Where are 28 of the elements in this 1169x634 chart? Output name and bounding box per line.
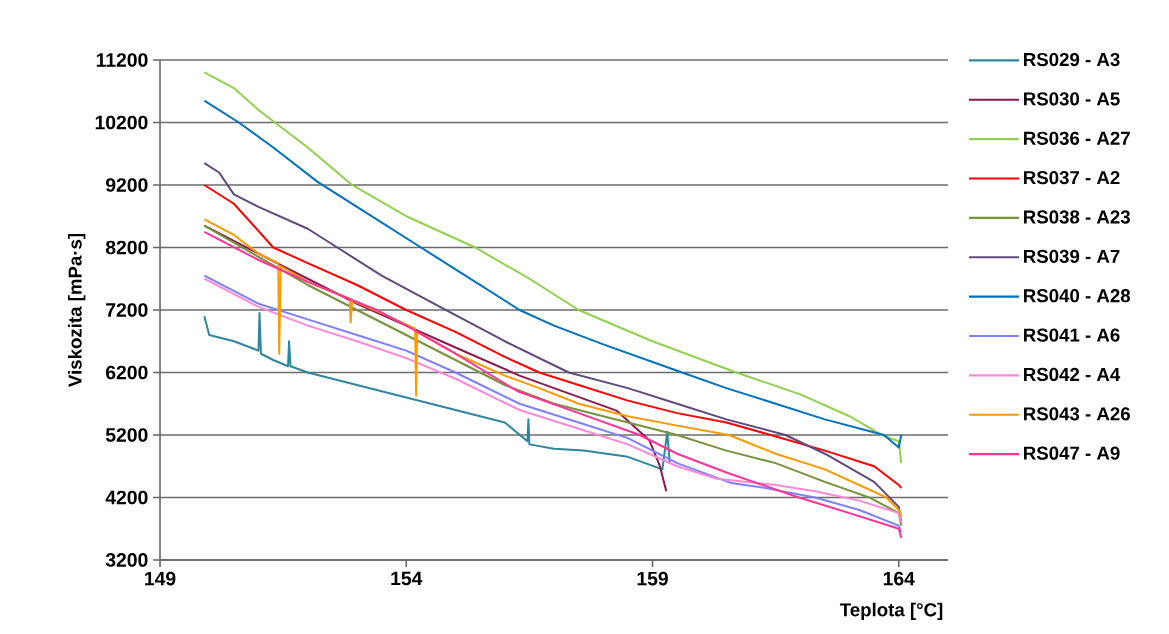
legend-label: RS029 - A3 xyxy=(1024,52,1120,67)
y-tick-label: 7200 xyxy=(106,303,148,317)
legend-label: RS030 - A5 xyxy=(1024,92,1120,106)
x-tick-label: 154 xyxy=(391,571,423,586)
legend-label: RS039 - A7 xyxy=(1024,249,1120,263)
y-tick-label: 11200 xyxy=(96,53,148,67)
x-tick-label: 149 xyxy=(145,571,176,586)
y-tick-label: 10200 xyxy=(95,115,148,130)
x-tick-label: 159 xyxy=(637,571,668,586)
y-tick-label: 5200 xyxy=(105,428,148,442)
line-series xyxy=(203,183,903,490)
y-tick-label: 3200 xyxy=(105,553,148,567)
y-axis-title: Viskozita [mPa·s] xyxy=(67,233,86,387)
y-tick-label: 6200 xyxy=(106,365,148,380)
legend-label: RS041 - A6 xyxy=(1024,328,1120,342)
legend-label: RS043 - A26 xyxy=(1024,407,1130,421)
x-axis-title: Teplota [°C] xyxy=(839,602,943,621)
legend-label: RS047 - A9 xyxy=(1024,446,1120,460)
legend-label: RS038 - A23 xyxy=(1024,210,1130,224)
x-tick-label: 164 xyxy=(883,571,915,586)
legend-label: RS037 - A2 xyxy=(1024,171,1120,185)
legend-label: RS040 - A28 xyxy=(1024,289,1131,303)
y-tick-label: 9200 xyxy=(105,178,148,192)
y-tick-label: 4200 xyxy=(105,490,148,505)
legend-label: RS042 - A4 xyxy=(1024,367,1121,382)
y-tick-label: 8200 xyxy=(105,240,148,255)
legend-label: RS036 - A27 xyxy=(1024,131,1130,145)
line-series xyxy=(203,312,671,471)
